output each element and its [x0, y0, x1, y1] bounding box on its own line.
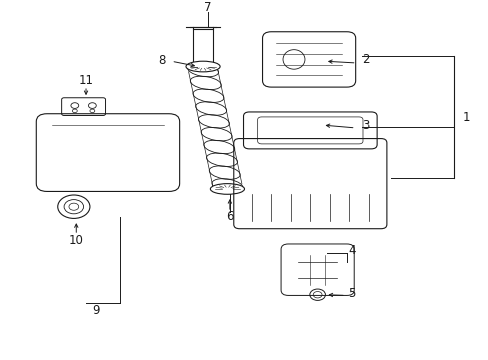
Text: 11: 11: [79, 74, 93, 87]
Text: 8: 8: [158, 54, 165, 67]
Text: 4: 4: [347, 244, 355, 257]
Ellipse shape: [185, 61, 220, 72]
Text: 6: 6: [225, 210, 233, 223]
Ellipse shape: [210, 184, 244, 194]
Text: 1: 1: [462, 112, 469, 125]
Text: 7: 7: [204, 1, 211, 14]
Text: 9: 9: [92, 304, 100, 317]
Text: 2: 2: [361, 53, 368, 66]
Text: 5: 5: [347, 287, 355, 300]
Text: 10: 10: [69, 234, 83, 247]
Text: 3: 3: [361, 118, 368, 132]
